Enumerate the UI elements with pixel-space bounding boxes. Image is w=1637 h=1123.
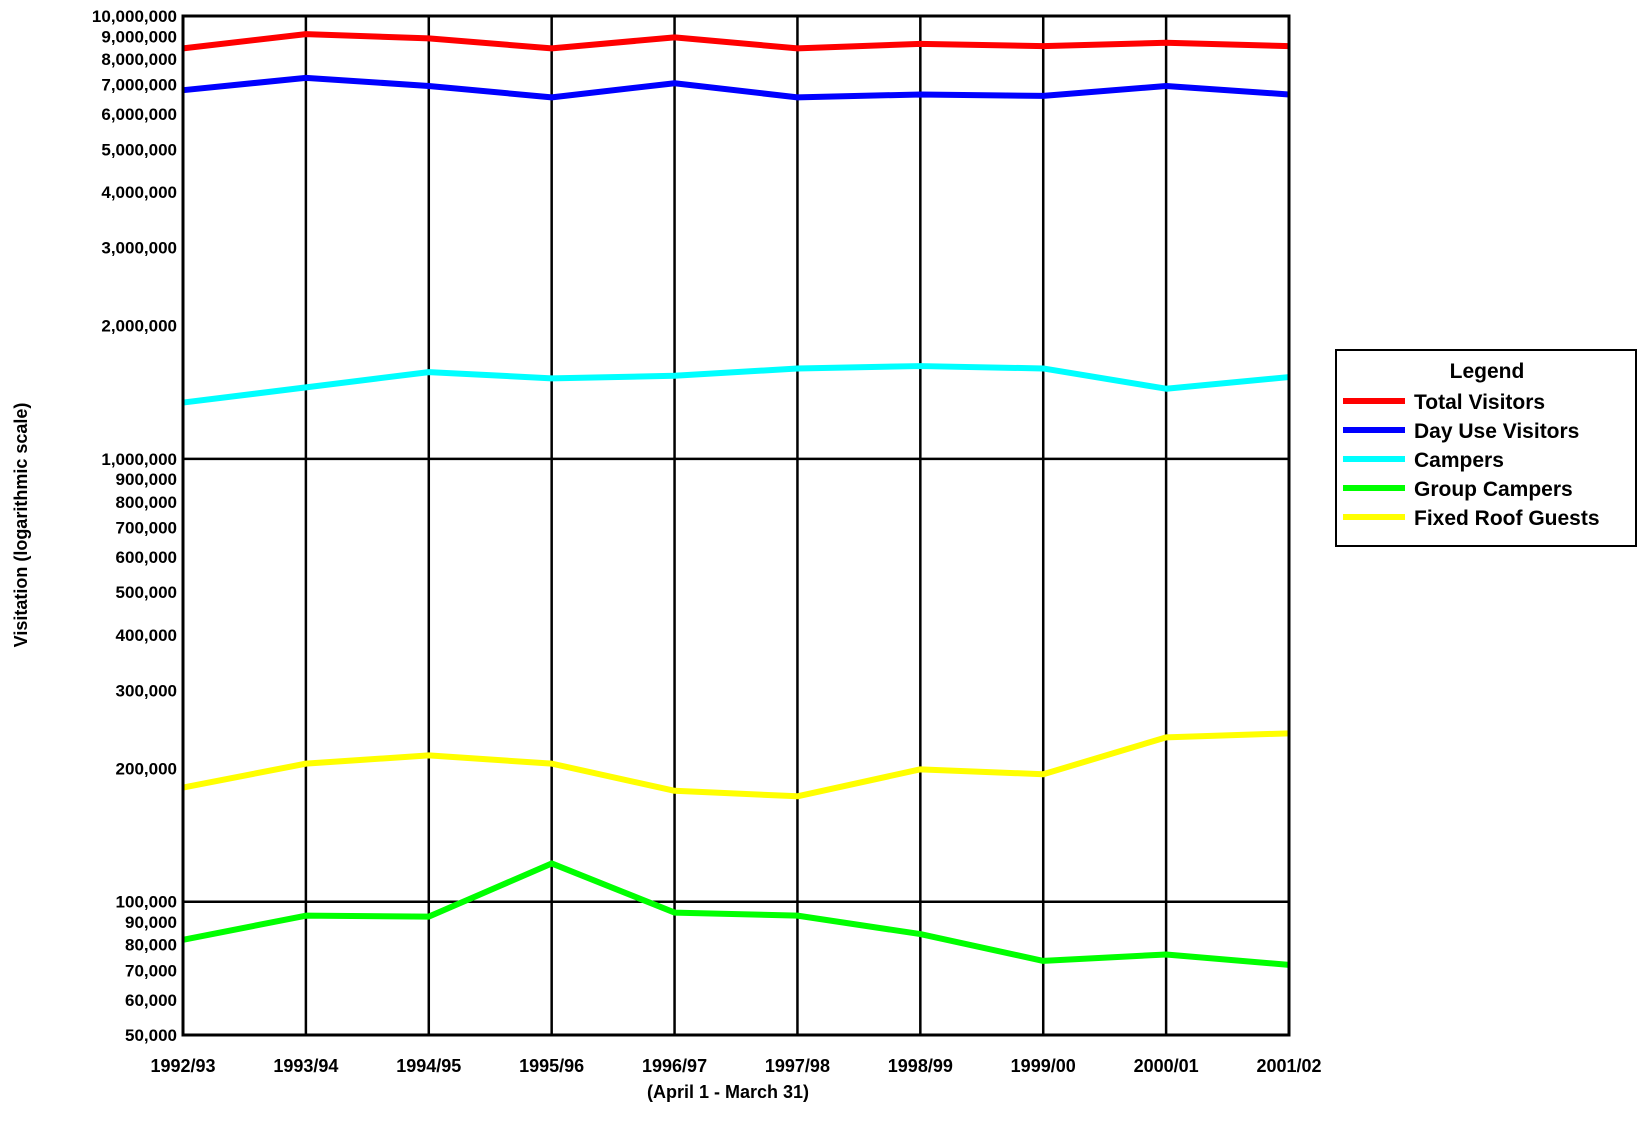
y-tick-label: 500,000 xyxy=(116,583,177,602)
series-line-fixed-roof-guests xyxy=(182,730,1290,800)
series-line-campers xyxy=(182,363,1290,406)
x-tick-label: 1993/94 xyxy=(273,1056,338,1076)
y-tick-label: 50,000 xyxy=(125,1026,177,1045)
y-tick-label: 70,000 xyxy=(125,961,177,980)
y-tick-label: 3,000,000 xyxy=(101,239,177,258)
y-tick-label: 4,000,000 xyxy=(101,183,177,202)
y-tick-label: 5,000,000 xyxy=(101,140,177,159)
y-tick-label: 100,000 xyxy=(116,893,177,912)
y-tick-label: 80,000 xyxy=(125,936,177,955)
x-axis-label: (April 1 - March 31) xyxy=(647,1082,809,1102)
y-axis-label: Visitation (logarithmic scale) xyxy=(11,403,31,648)
x-tick-labels: 1992/93 1993/94 1994/95 1995/96 1996/97 1997/… xyxy=(150,1056,1321,1076)
y-tick-label: 1,000,000 xyxy=(101,450,177,469)
y-tick-label: 60,000 xyxy=(125,991,177,1010)
x-tick-label: 1994/95 xyxy=(396,1056,461,1076)
legend-label: Total Visitors xyxy=(1414,391,1545,414)
legend-label: Campers xyxy=(1414,449,1504,472)
legend-label: Group Campers xyxy=(1414,478,1573,501)
x-tick-label: 1997/98 xyxy=(765,1056,830,1076)
y-tick-label: 700,000 xyxy=(116,518,177,537)
y-tick-label: 200,000 xyxy=(116,759,177,778)
series-layer xyxy=(182,31,1290,968)
y-tick-label: 400,000 xyxy=(116,626,177,645)
x-tick-label: 1996/97 xyxy=(642,1056,707,1076)
x-tick-label: 1998/99 xyxy=(888,1056,953,1076)
grid-layer xyxy=(183,16,1289,1035)
y-tick-label: 8,000,000 xyxy=(101,50,177,69)
series-line-day-use-visitors xyxy=(182,74,1290,101)
plot-border xyxy=(181,14,1291,1037)
y-tick-label: 90,000 xyxy=(125,913,177,932)
y-tick-label: 300,000 xyxy=(116,681,177,700)
y-tick-label: 10,000,000 xyxy=(92,7,177,26)
y-tick-label: 7,000,000 xyxy=(101,76,177,95)
y-tick-label: 9,000,000 xyxy=(101,27,177,46)
legend-box xyxy=(1335,349,1637,547)
series-line-group-campers xyxy=(182,860,1290,968)
series-line-total-visitors xyxy=(182,31,1290,52)
x-tick-label: 2000/01 xyxy=(1134,1056,1199,1076)
legend-title: Legend xyxy=(1450,360,1525,383)
x-tick-label: 1999/00 xyxy=(1011,1056,1076,1076)
y-tick-label: 600,000 xyxy=(116,548,177,567)
y-tick-label: 2,000,000 xyxy=(101,317,177,336)
x-tick-label: 1995/96 xyxy=(519,1056,584,1076)
x-tick-label: 1992/93 xyxy=(150,1056,215,1076)
legend-label: Day Use Visitors xyxy=(1414,420,1579,443)
y-tick-label: 900,000 xyxy=(116,470,177,489)
legend-label: Fixed Roof Guests xyxy=(1414,507,1600,530)
y-tick-label: 6,000,000 xyxy=(101,105,177,124)
y-tick-label: 800,000 xyxy=(116,493,177,512)
legend: Legend Total Visitors Day Use Visitors Cam… xyxy=(1335,349,1637,547)
legend-items: Total Visitors Day Use Visitors Campers Gro… xyxy=(1343,391,1600,530)
x-tick-label: 2001/02 xyxy=(1256,1056,1321,1076)
